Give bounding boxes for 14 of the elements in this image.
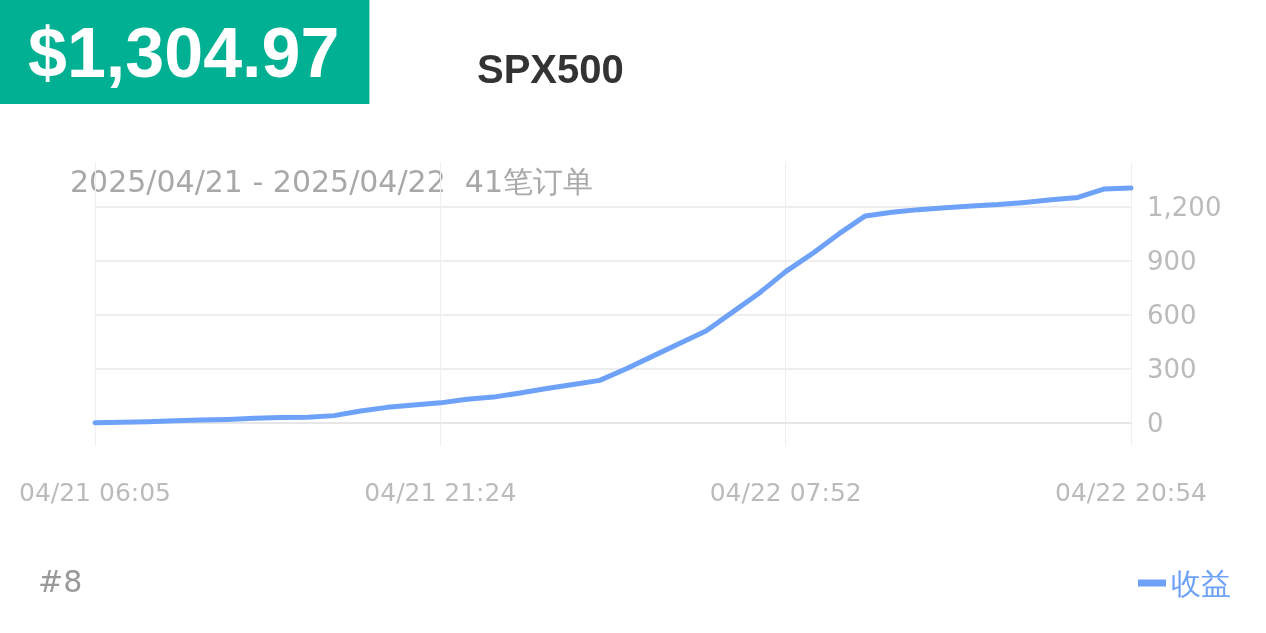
y-tick-label: 300 bbox=[1147, 353, 1197, 384]
x-tick-label: 04/22 07:52 bbox=[709, 478, 862, 507]
y-tick-label: 600 bbox=[1147, 299, 1197, 330]
x-tick-label: 04/21 06:05 bbox=[18, 478, 172, 507]
chart-title: $1,304.97 bbox=[28, 14, 340, 92]
chart-subtitle: SPX500 bbox=[477, 47, 624, 91]
y-tick-label: 0 bbox=[1147, 407, 1164, 438]
x-tick-label: 04/22 20:54 bbox=[1054, 478, 1208, 507]
legend-label: 收益 bbox=[1171, 565, 1231, 601]
text: #8 bbox=[38, 563, 83, 599]
y-tick-label: 1,200 bbox=[1147, 191, 1222, 222]
annotation: 2025/04/21 - 2025/04/22 41笔订单 bbox=[70, 163, 593, 199]
y-tick-label: 900 bbox=[1147, 245, 1197, 276]
x-tick-label: 04/21 21:24 bbox=[364, 478, 517, 507]
